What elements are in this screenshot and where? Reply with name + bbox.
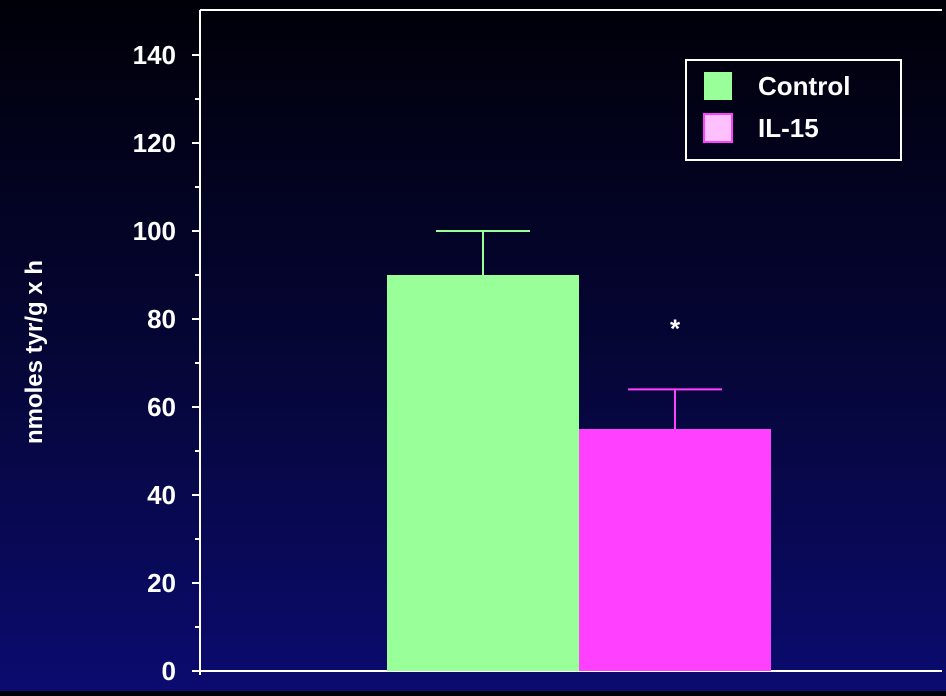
legend-label-1: IL-15 [758, 113, 819, 143]
y-tick-label: 20 [147, 568, 176, 598]
legend-swatch-1 [703, 113, 733, 143]
bar-0 [387, 275, 579, 671]
y-axis-label: nmoles tyr/g x h [21, 260, 48, 444]
y-tick-label: 40 [147, 480, 176, 510]
legend-label-0: Control [758, 71, 850, 101]
legend-swatch-0 [704, 72, 732, 100]
y-tick-label: 0 [162, 656, 176, 686]
y-tick-label: 140 [133, 40, 176, 70]
y-tick-label: 80 [147, 304, 176, 334]
y-tick-label: 120 [133, 128, 176, 158]
significance-marker: * [670, 313, 681, 343]
y-tick-label: 60 [147, 392, 176, 422]
y-tick-label: 100 [133, 216, 176, 246]
bar-1 [579, 429, 771, 671]
legend-box [685, 59, 902, 161]
